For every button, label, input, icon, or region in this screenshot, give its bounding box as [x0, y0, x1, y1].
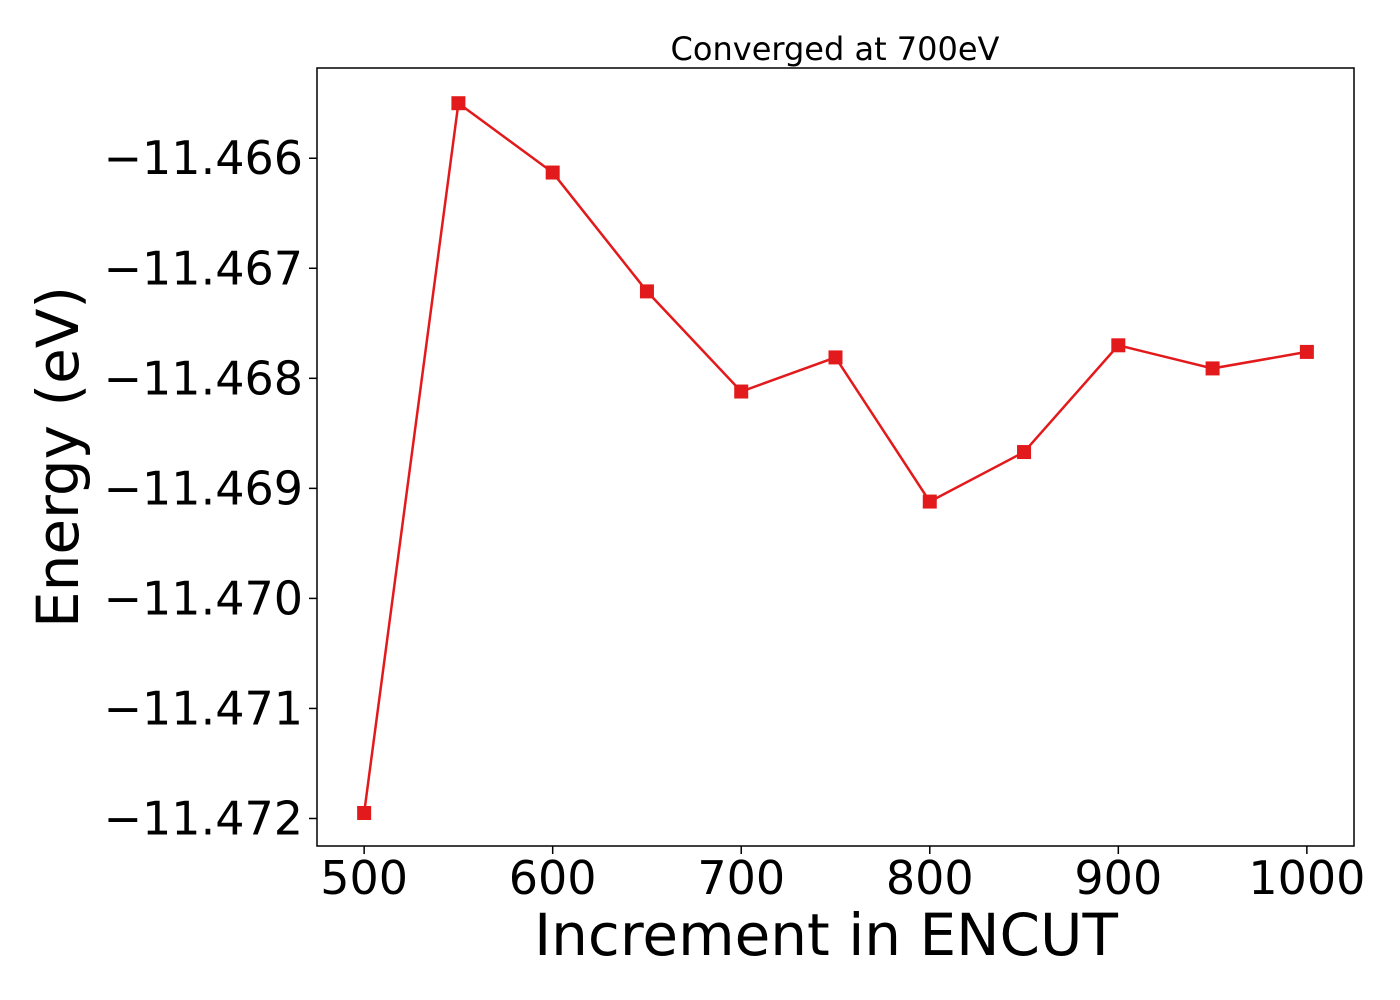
data-point-marker [922, 494, 937, 509]
y-tick-label: −11.466 [104, 131, 304, 185]
y-tick-label: −11.472 [104, 791, 304, 845]
series-line [362, 100, 1308, 814]
y-axis-ticks: −11.466 −11.467 −11.468 −11.469 −11.470 −11.4… [104, 131, 317, 845]
x-tick-label: 700 [697, 851, 785, 905]
data-point-marker [1111, 338, 1126, 353]
chart-title: Converged at 700eV [671, 30, 1000, 68]
plot-area [316, 67, 1355, 847]
x-tick-label: 800 [886, 851, 974, 905]
data-point-marker [734, 384, 749, 399]
x-axis-label: Increment in ENCUT [534, 901, 1118, 969]
x-axis-ticks: 500 600 700 800 900 1000 [320, 846, 1365, 905]
data-point-marker [357, 805, 372, 820]
y-axis-label: Energy (eV) [24, 286, 92, 628]
x-tick-label: 500 [320, 851, 408, 905]
data-point-marker [828, 350, 843, 365]
y-tick-label: −11.468 [104, 351, 304, 405]
x-tick-label: 900 [1074, 851, 1162, 905]
series-layer [357, 96, 1314, 820]
data-point-marker [545, 165, 560, 180]
y-tick-label: −11.470 [104, 571, 304, 625]
data-point-marker [1299, 344, 1314, 359]
data-point-marker [1205, 361, 1220, 376]
data-point-marker [451, 96, 466, 111]
y-tick-label: −11.471 [104, 681, 304, 735]
data-point-marker [1017, 445, 1032, 460]
y-tick-label: −11.469 [104, 461, 304, 515]
x-tick-label: 600 [509, 851, 597, 905]
y-tick-label: −11.467 [104, 241, 304, 295]
x-tick-label: 1000 [1248, 851, 1365, 905]
data-point-marker [639, 284, 654, 299]
plot-frame [316, 67, 1355, 847]
